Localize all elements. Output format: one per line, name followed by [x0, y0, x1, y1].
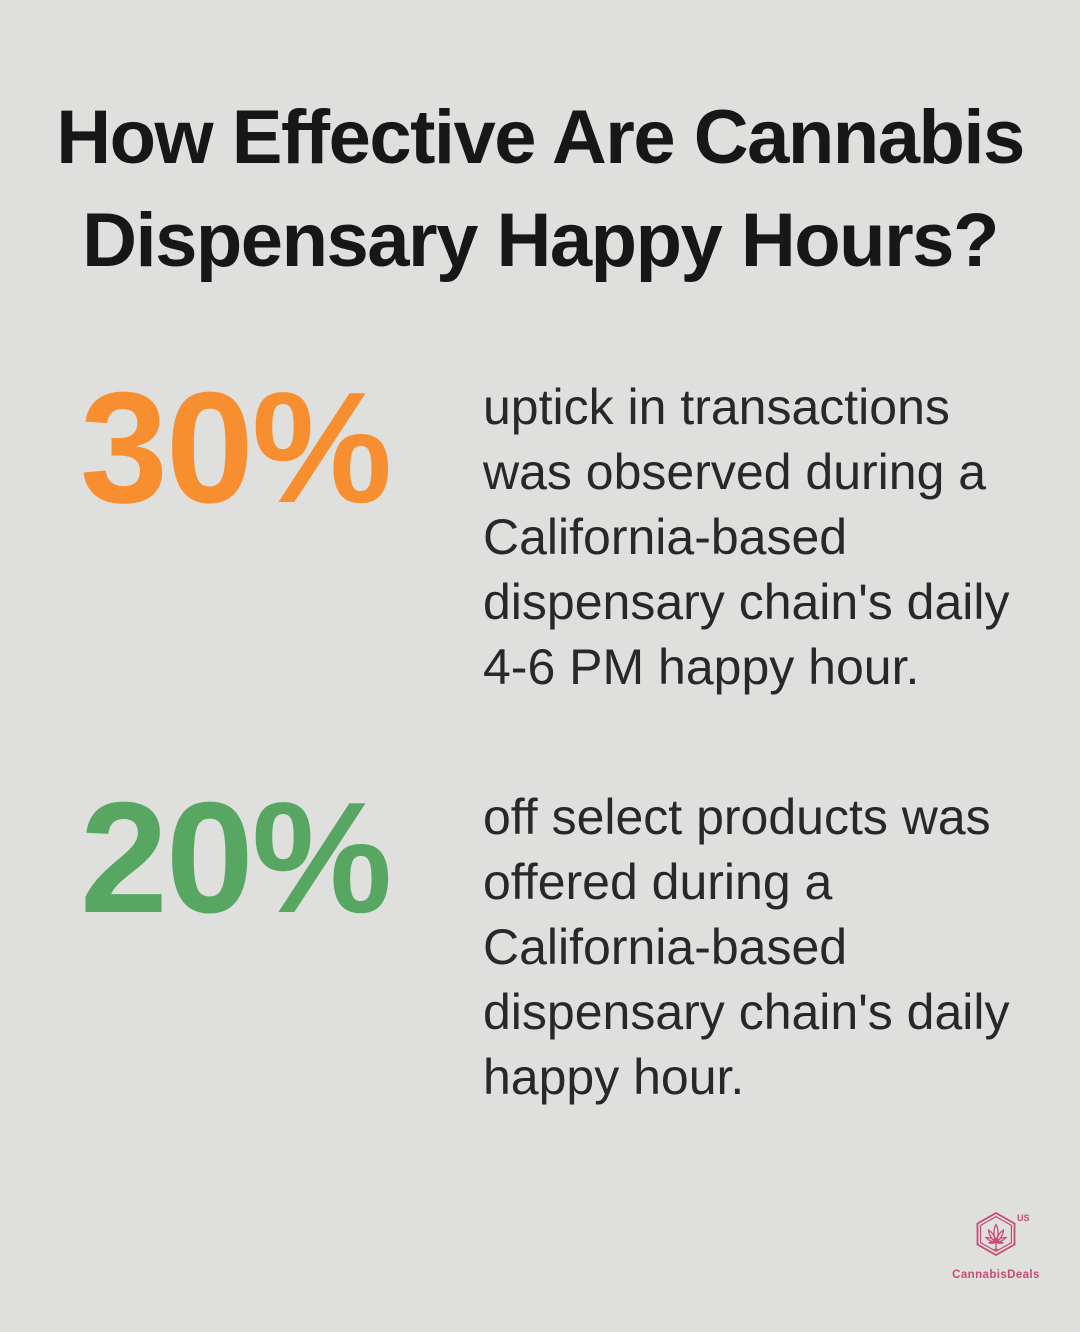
- page-title: How Effective Are Cannabis Dispensary Ha…: [0, 86, 1080, 292]
- title-line-1: How Effective Are Cannabis: [56, 95, 1025, 180]
- stat-description-line: happy hour.: [483, 1049, 745, 1105]
- stat-description-line: California-based: [483, 509, 848, 565]
- stat-description-line: California-based: [483, 919, 848, 975]
- stat-value-20-percent: 20%: [80, 770, 392, 946]
- title-line-2: Dispensary Happy Hours?: [82, 198, 999, 283]
- stat-description-line: dispensary chain's daily: [483, 574, 1010, 630]
- stat-value-30-percent: 30%: [80, 360, 392, 536]
- stat-description-line: off select products was: [483, 789, 991, 845]
- logo-region-label: US: [1017, 1213, 1030, 1223]
- stat-description-line: offered during a: [483, 854, 833, 910]
- stat-description-20-percent: off select products was offered during a…: [483, 785, 1010, 1110]
- stat-description-30-percent: uptick in transactions was observed duri…: [483, 375, 1010, 700]
- cannabis-leaf-icon: [984, 1223, 1008, 1251]
- logo-brand-name: CannabisDeals: [952, 1269, 1040, 1281]
- stat-description-line: 4-6 PM happy hour.: [483, 639, 920, 695]
- brand-logo: US CannabisDeals: [920, 1212, 1072, 1281]
- stat-description-line: was observed during a: [483, 444, 987, 500]
- stat-description-line: uptick in transactions: [483, 379, 950, 435]
- cannabis-hexagon-icon: US: [976, 1212, 1030, 1257]
- stat-description-line: dispensary chain's daily: [483, 984, 1010, 1040]
